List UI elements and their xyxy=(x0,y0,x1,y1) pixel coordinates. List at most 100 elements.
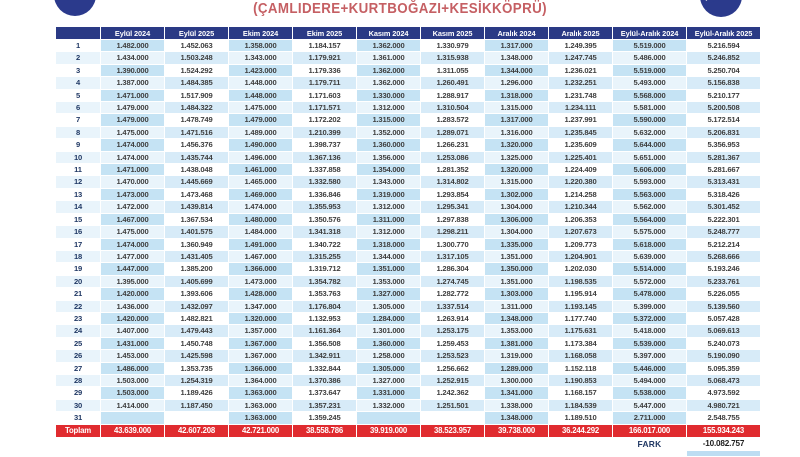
value-cell xyxy=(100,411,165,425)
value-cell: 1.315.255 xyxy=(292,249,357,264)
value-cell xyxy=(164,411,229,425)
total-value-cell: 39.919.000 xyxy=(356,423,421,438)
value-cell: 5.519.000 xyxy=(612,63,687,78)
value-cell: 5.356.953 xyxy=(686,138,761,152)
value-cell: 1.436.000 xyxy=(100,299,165,313)
value-cell: 1.315.000 xyxy=(484,101,549,115)
value-cell: 1.318.000 xyxy=(484,88,549,103)
value-cell: 1.343.000 xyxy=(228,51,293,65)
value-cell: 1.480.000 xyxy=(228,212,293,227)
value-cell: 1.220.380 xyxy=(548,175,613,189)
value-cell: 1.390.000 xyxy=(100,63,165,78)
value-cell: 1.474.000 xyxy=(228,200,293,214)
value-cell: 1.298.211 xyxy=(420,225,485,239)
value-cell: 1.469.000 xyxy=(228,187,293,202)
value-cell: 1.471.000 xyxy=(100,88,165,103)
value-cell: 5.538.000 xyxy=(612,386,687,400)
value-cell: 5.418.000 xyxy=(612,324,687,338)
value-cell: 1.425.598 xyxy=(164,349,229,363)
value-cell: 1.435.744 xyxy=(164,150,229,165)
value-cell: 1.236.021 xyxy=(548,63,613,78)
stub-row xyxy=(56,450,761,457)
column-header: Eylül-Aralık 2025 xyxy=(686,26,761,40)
corner-header-cell xyxy=(55,26,101,40)
value-cell: 1.179.711 xyxy=(292,76,357,90)
day-cell: 1 xyxy=(55,38,101,53)
value-cell: 1.317.000 xyxy=(484,38,549,53)
value-cell: 1.242.362 xyxy=(420,386,485,400)
value-cell: 1.198.535 xyxy=(548,274,613,289)
table-row: 28 1.503.000 1.254.319 1.364.000 1.370.386 1.… xyxy=(55,373,761,388)
value-cell: 1.331.000 xyxy=(356,386,421,400)
day-cell: 28 xyxy=(55,373,101,388)
value-cell: 1.367.136 xyxy=(292,150,357,165)
value-cell: 1.289.071 xyxy=(420,125,485,140)
column-header: Kasım 2024 xyxy=(356,26,421,40)
value-cell: 1.204.901 xyxy=(548,249,613,264)
value-cell: 1.420.000 xyxy=(100,311,165,326)
total-value-cell: 38.523.957 xyxy=(420,423,485,438)
value-cell: 1.175.631 xyxy=(548,324,613,338)
value-cell: 1.370.386 xyxy=(292,373,357,388)
value-cell: 1.398.737 xyxy=(292,138,357,152)
value-cell: 1.362.000 xyxy=(356,38,421,53)
value-cell: 5.190.090 xyxy=(686,349,761,363)
value-cell: 5.233.761 xyxy=(686,274,761,289)
value-cell: 1.353.735 xyxy=(164,361,229,375)
value-cell: 1.450.748 xyxy=(164,336,229,351)
value-cell: 1.350.576 xyxy=(292,212,357,227)
value-cell: 1.193.145 xyxy=(548,299,613,313)
value-cell: 1.452.063 xyxy=(164,38,229,53)
value-cell: 1.366.000 xyxy=(228,361,293,375)
total-value-cell: 38.558.786 xyxy=(292,423,357,438)
value-cell: 1.431.000 xyxy=(100,336,165,351)
table-header: Eylül 2024 Eylül 2025 Ekim 2024 Ekim 2025 Ka… xyxy=(55,26,761,40)
totals-row: Toplam 43.639.000 42.607.208 42.721.000 38.5… xyxy=(55,423,761,438)
value-cell: 5.581.000 xyxy=(612,101,687,115)
value-cell: 1.337.858 xyxy=(292,163,357,177)
day-cell: 2 xyxy=(55,51,101,65)
value-cell: 1.237.991 xyxy=(548,113,613,127)
day-cell: 30 xyxy=(55,398,101,413)
day-cell: 27 xyxy=(55,361,101,375)
value-cell: 5.222.301 xyxy=(686,212,761,227)
day-cell: 22 xyxy=(55,299,101,313)
day-cell: 26 xyxy=(55,349,101,363)
total-value-cell: 42.607.208 xyxy=(164,423,229,438)
value-cell: 5.313.431 xyxy=(686,175,761,189)
value-cell: 5.399.000 xyxy=(612,299,687,313)
fark-row: FARK -10.082.757 xyxy=(56,437,761,450)
value-cell: 1.474.000 xyxy=(100,237,165,251)
value-cell: 1.420.000 xyxy=(100,287,165,301)
value-cell: 1.306.000 xyxy=(484,212,549,227)
table-row: 19 1.447.000 1.385.200 1.366.000 1.319.712 1.… xyxy=(55,262,761,276)
value-cell: 1.472.000 xyxy=(100,200,165,214)
value-cell: 1.479.443 xyxy=(164,324,229,338)
value-cell: 1.405.699 xyxy=(164,274,229,289)
empty-cell xyxy=(101,450,165,456)
value-cell: 1.320.000 xyxy=(484,138,549,152)
value-cell: 1.517.909 xyxy=(164,88,229,103)
value-cell: 5.069.613 xyxy=(686,324,761,338)
value-cell: 1.357.000 xyxy=(228,324,293,338)
empty-cell xyxy=(56,450,101,456)
value-cell: 1.297.838 xyxy=(420,212,485,227)
value-cell: 1.184.157 xyxy=(292,38,357,53)
value-cell: 1.475.000 xyxy=(228,101,293,115)
value-cell: 1.354.000 xyxy=(356,163,421,177)
value-cell: 5.240.073 xyxy=(686,336,761,351)
day-cell: 9 xyxy=(55,138,101,152)
value-cell: 5.639.000 xyxy=(612,249,687,264)
value-cell: 1.296.000 xyxy=(484,76,549,90)
value-cell: 1.300.770 xyxy=(420,237,485,251)
value-cell: 1.168.058 xyxy=(548,349,613,363)
empty-cell xyxy=(165,437,229,450)
value-cell: 1.484.000 xyxy=(228,225,293,239)
value-cell: 1.471.516 xyxy=(164,125,229,140)
value-cell: 5.539.000 xyxy=(612,336,687,351)
value-cell: 5.095.359 xyxy=(686,361,761,375)
empty-cell xyxy=(165,450,229,456)
value-cell: 1.477.000 xyxy=(100,249,165,264)
value-cell: 1.367.000 xyxy=(228,349,293,363)
value-cell: 5.632.000 xyxy=(612,125,687,140)
